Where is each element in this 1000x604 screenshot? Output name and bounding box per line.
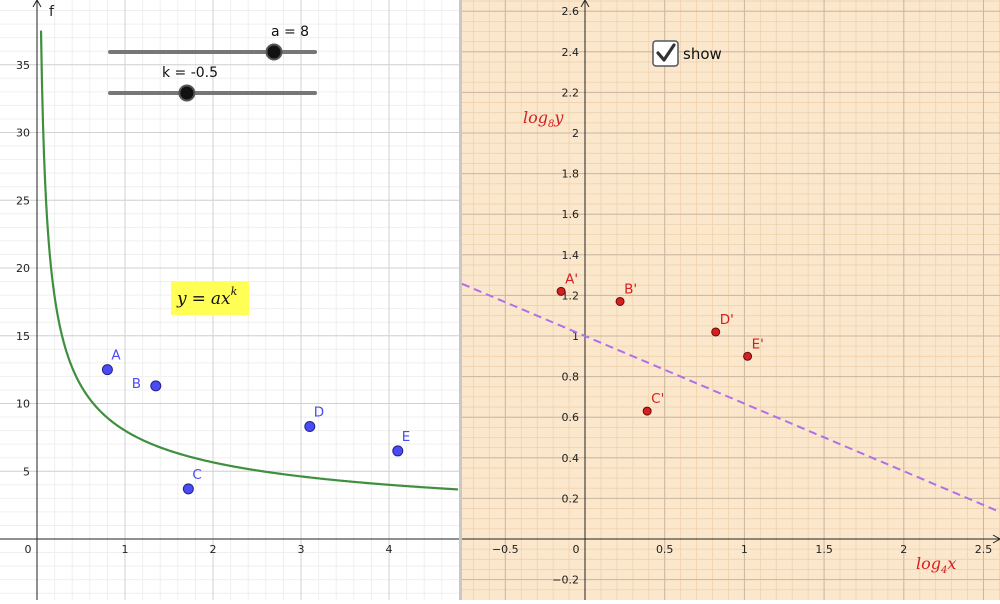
y-axis-arrow (32, 0, 42, 8)
point-a[interactable] (101, 364, 113, 376)
y-tick-label-2: 2 (572, 127, 579, 140)
y-tick-label: 10 (16, 398, 30, 411)
point-a-prime[interactable] (556, 286, 566, 296)
y-tick-label: 15 (16, 330, 30, 343)
x-tick-label-2: 0.5 (656, 543, 674, 556)
point-label: C (192, 467, 201, 483)
y-tick-label-2: 1.4 (562, 249, 580, 262)
y-tick-label-2: 2.6 (562, 5, 580, 18)
x-tick-label-2: 1 (741, 543, 748, 556)
y-tick-labels-2: −0.2 0.2 0.4 0.6 0.8 1 1.2 1.4 1.6 1.8 2 2.2 2.4 2.6 (552, 5, 579, 586)
point-d[interactable] (304, 421, 316, 433)
point-d-prime[interactable] (711, 327, 721, 337)
slider-k-handle[interactable] (178, 84, 196, 102)
y-tick-label: 20 (16, 262, 30, 275)
y-axis-2-label: log8y (523, 108, 564, 130)
slider-a-label: a = 8 (271, 24, 309, 40)
x-axis-2-arrow (992, 534, 1000, 544)
data-points[interactable]: AB C D E (101, 348, 411, 495)
equation-highlight (171, 281, 249, 315)
x-tick-labels-2: −0.5 0 0.5 1 1.5 2 2.5 (492, 543, 992, 556)
y-tick-label-2: −0.2 (552, 574, 579, 587)
y-tick-label: 35 (16, 59, 30, 72)
y-tick-label-2: 0.6 (562, 411, 580, 424)
point-label-prime: C' (651, 391, 664, 407)
point-label-prime: B' (624, 281, 637, 297)
x-tick-label: 3 (298, 543, 305, 556)
slider-k-label: k = -0.5 (162, 65, 218, 81)
x-tick-label-2: 2 (900, 543, 907, 556)
point-label: D (314, 405, 324, 421)
equation-box[interactable]: y = axk (171, 281, 249, 315)
point-e[interactable] (392, 445, 404, 457)
x-tick-label: 1 (122, 543, 129, 556)
y-tick-label-2: 2.4 (562, 46, 580, 59)
point-c[interactable] (182, 483, 194, 495)
y-tick-label: 25 (16, 194, 30, 207)
checkmark-icon (656, 43, 676, 62)
point-label: B (132, 376, 141, 392)
slider-a[interactable]: a = 8 (108, 24, 317, 61)
y-tick-label-2: 1.2 (562, 289, 580, 302)
y-tick-label-2: 1.8 (562, 168, 580, 181)
point-label: A (111, 348, 121, 364)
y-tick-labels: 5 10 15 20 25 30 35 (16, 59, 30, 479)
point-label-prime: D' (720, 312, 734, 328)
y-tick-label-2: 0.8 (562, 371, 580, 384)
point-b-prime[interactable] (615, 296, 625, 306)
x-tick-label: 0 (25, 543, 32, 556)
log-data-points[interactable]: A' B' C' D' E' (556, 271, 764, 416)
point-label-prime: A' (565, 271, 578, 287)
regression-dashed-line[interactable] (461, 282, 1000, 513)
show-checkbox[interactable]: show (652, 40, 722, 67)
slider-k[interactable]: k = -0.5 (108, 65, 317, 102)
point-label-prime: E' (752, 336, 764, 352)
x-tick-label-2: 2.5 (975, 543, 993, 556)
graphics-view-2[interactable]: −0.5 0 0.5 1 1.5 2 2.5 −0.2 0.2 0.4 0.6 0.8 1 1.2 1.4… (461, 0, 1000, 600)
point-label: E (402, 429, 411, 445)
point-c-prime[interactable] (642, 406, 652, 416)
y-tick-label: 30 (16, 127, 30, 140)
point-e-prime[interactable] (743, 351, 753, 361)
x-tick-label-2: 0 (573, 543, 580, 556)
y-tick-label-2: 2.2 (562, 86, 580, 99)
slider-a-handle[interactable] (265, 43, 283, 61)
major-grid-2 (462, 0, 1000, 600)
x-tick-label-2: 1.5 (815, 543, 833, 556)
y-tick-label-2: 0.4 (562, 452, 580, 465)
graphics-view-2-background[interactable] (462, 0, 1000, 600)
y-axis-2-arrow (580, 0, 590, 8)
x-tick-label-2: −0.5 (492, 543, 519, 556)
y-tick-label-2: 1 (572, 330, 579, 343)
x-axis-2-label: log4x (916, 554, 956, 576)
function-f-curve[interactable] (39, 30, 459, 491)
y-tick-label-2: 0.2 (562, 492, 580, 505)
equation-text: y = axk (176, 285, 238, 309)
graphics-view-1[interactable]: 0 1 2 3 4 5 10 15 20 25 30 35 f a = 8 k = -0.5 y = a… (0, 0, 460, 600)
point-b[interactable] (150, 380, 162, 392)
function-f-label: f (49, 4, 55, 20)
show-checkbox-label[interactable]: show (683, 45, 722, 63)
x-tick-label: 4 (386, 543, 393, 556)
y-tick-label: 5 (23, 465, 30, 478)
x-tick-label: 2 (210, 543, 217, 556)
y-tick-label-2: 1.6 (562, 208, 580, 221)
x-tick-labels: 0 1 2 3 4 (25, 543, 393, 556)
